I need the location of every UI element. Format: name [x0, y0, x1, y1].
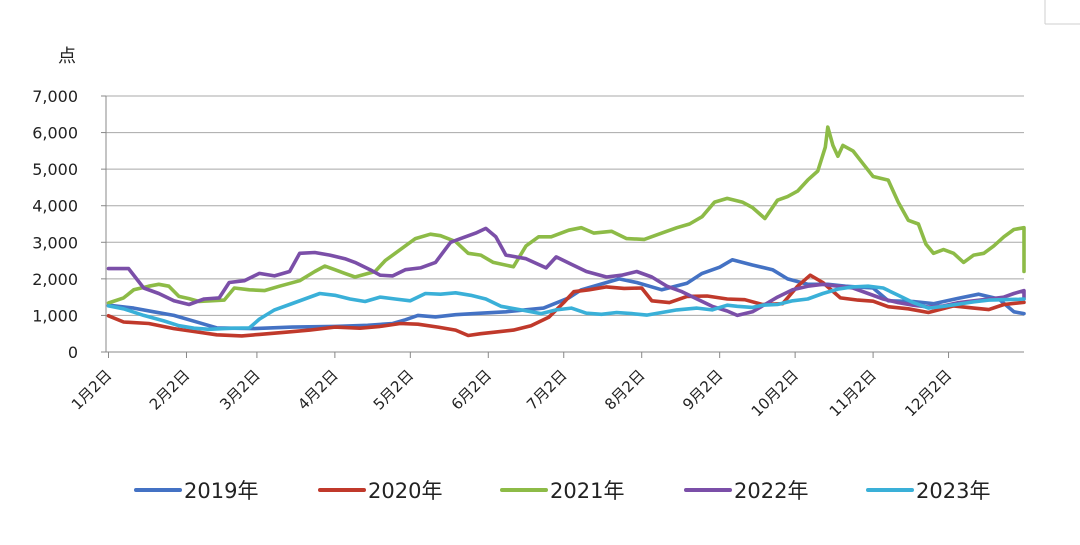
- y-tick-label: 0: [68, 343, 78, 362]
- legend-label: 2020年: [368, 479, 442, 503]
- y-tick-label: 3,000: [32, 233, 78, 252]
- legend-label: 2022年: [734, 479, 808, 503]
- y-unit-label: 点: [58, 46, 76, 67]
- y-tick-label: 2,000: [32, 270, 78, 289]
- legend: 2019年 2020年 2021年 2022年 2023年: [134, 479, 990, 503]
- legend-label: 2019年: [184, 479, 258, 503]
- y-tick-label: 5,000: [32, 160, 78, 179]
- series-line-3: [106, 125, 1026, 305]
- legend-label: 2023年: [916, 479, 990, 503]
- y-tick-label: 4,000: [32, 197, 78, 216]
- legend-label: 2021年: [550, 479, 624, 503]
- series-line-2: [106, 273, 1026, 338]
- series-line-4: [106, 226, 1026, 318]
- series-lines: [106, 125, 1026, 338]
- y-tick-label: 7,000: [32, 87, 78, 106]
- gridlines: [106, 95, 1024, 353]
- series-line-5: [106, 284, 1026, 332]
- y-tick-label: 1,000: [32, 306, 78, 325]
- y-tick-label: 6,000: [32, 124, 78, 143]
